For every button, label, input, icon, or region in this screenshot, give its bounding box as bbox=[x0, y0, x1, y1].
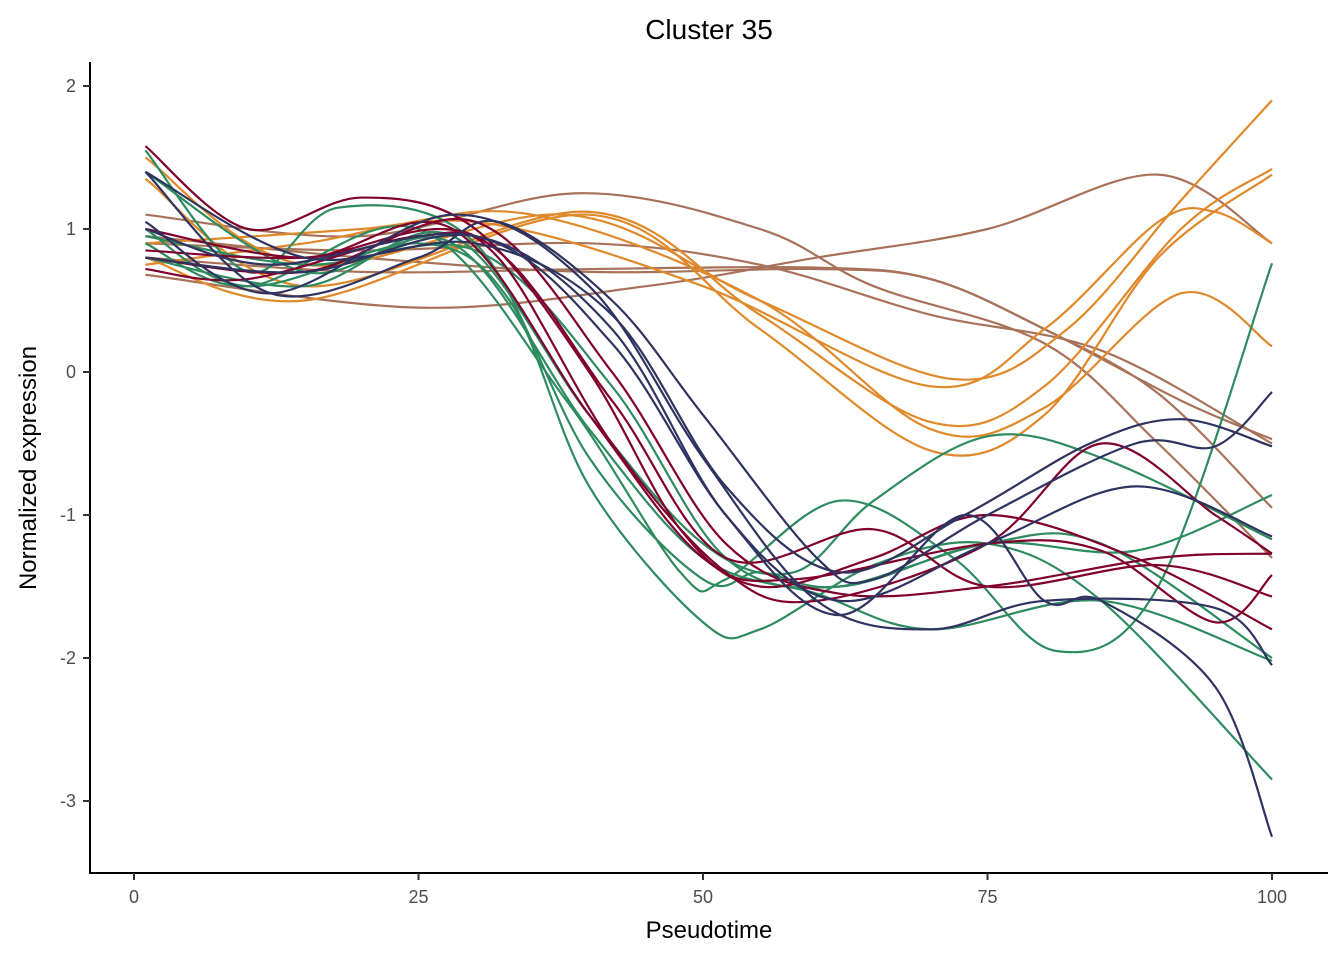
series-line-navy-23 bbox=[145, 227, 1274, 838]
series-line-orange-9 bbox=[145, 210, 1273, 438]
y-tick-label: 0 bbox=[66, 362, 76, 382]
series-line-green-14 bbox=[144, 170, 1273, 662]
x-tick-label: 25 bbox=[408, 887, 428, 907]
series-line-brown-0 bbox=[145, 173, 1273, 309]
x-ticks: 0 25 50 75 100 bbox=[129, 873, 1287, 907]
x-tick-label: 0 bbox=[129, 887, 139, 907]
y-tick-label: -3 bbox=[60, 791, 76, 811]
y-tick-label: -1 bbox=[60, 505, 76, 525]
series-line-orange-8 bbox=[145, 207, 1273, 389]
series-line-brown-2 bbox=[145, 192, 1273, 559]
y-tick-label: 2 bbox=[66, 76, 76, 96]
x-tick-label: 75 bbox=[977, 887, 997, 907]
x-tick-label: 100 bbox=[1257, 887, 1287, 907]
series-line-red-18 bbox=[145, 227, 1273, 598]
x-axis-label: Pseudotime bbox=[646, 917, 773, 944]
x-tick-label: 50 bbox=[693, 887, 713, 907]
series-line-navy-21 bbox=[144, 171, 1273, 585]
y-tick-label: 1 bbox=[66, 219, 76, 239]
series-line-red-20 bbox=[145, 217, 1273, 598]
series-lines bbox=[144, 99, 1274, 838]
series-line-green-11 bbox=[144, 228, 1273, 781]
series-line-navy-22 bbox=[144, 213, 1273, 666]
y-tick-label: -2 bbox=[60, 648, 76, 668]
series-line-red-19 bbox=[145, 220, 1273, 624]
series-line-navy-25 bbox=[145, 233, 1273, 603]
series-line-green-12 bbox=[144, 224, 1274, 654]
series-line-orange-6 bbox=[144, 168, 1273, 428]
y-axis-label: Normalized expression bbox=[15, 346, 42, 590]
series-line-green-10 bbox=[144, 149, 1273, 659]
series-line-orange-7 bbox=[145, 173, 1273, 457]
series-line-brown-3 bbox=[145, 241, 1273, 445]
y-ticks: 2 1 0 -1 -2 -3 bbox=[60, 76, 90, 811]
chart-title: Cluster 35 bbox=[645, 14, 773, 45]
